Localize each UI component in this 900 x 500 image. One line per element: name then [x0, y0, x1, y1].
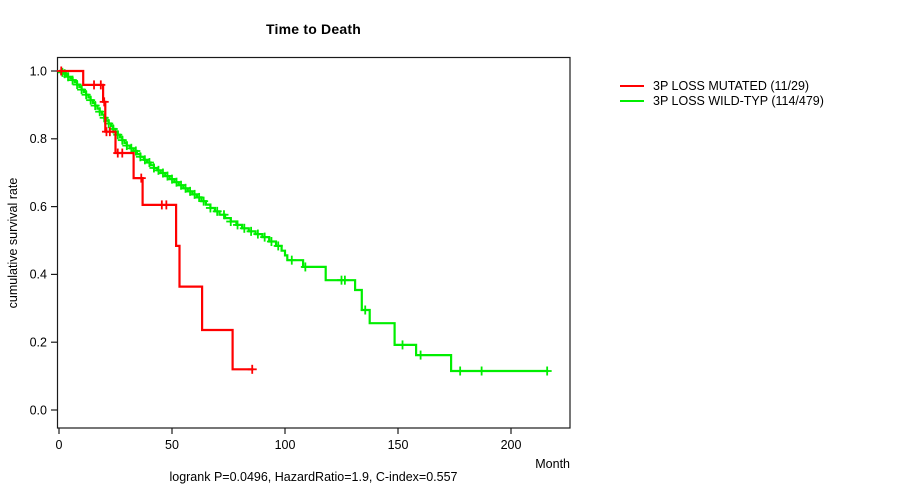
x-tick-label: 200	[501, 438, 522, 452]
legend-label-mutated: 3P LOSS MUTATED (11/29)	[653, 79, 810, 93]
x-tick-label: 50	[165, 438, 179, 452]
survival-curve	[59, 69, 549, 373]
y-tick-label: 0.2	[30, 336, 47, 350]
y-tick-label: 1.0	[30, 64, 47, 78]
y-axis: 0.0 0.2 0.4 0.6 0.8 1.0	[30, 64, 58, 417]
y-tick-label: 0.0	[30, 403, 47, 417]
chart-title: Time to Death	[266, 21, 361, 37]
series-mutated	[56, 66, 257, 374]
y-tick-label: 0.6	[30, 200, 47, 214]
y-tick-label: 0.4	[30, 268, 47, 282]
y-tick-label: 0.8	[30, 132, 47, 146]
legend-item-mutated: 3P LOSS MUTATED (11/29)	[620, 79, 824, 93]
plot-box	[56, 56, 571, 429]
legend-item-wild-typ: 3P LOSS WILD-TYP (114/479)	[620, 94, 824, 108]
x-axis: 0 50 100 150 200	[56, 428, 522, 452]
legend-label-wild-typ: 3P LOSS WILD-TYP (114/479)	[653, 94, 824, 108]
series-wild-typ	[57, 67, 552, 376]
legend-line-wild-typ-icon	[620, 100, 644, 102]
stats-caption: logrank P=0.0496, HazardRatio=1.9, C-ind…	[169, 470, 458, 484]
x-tick-label: 100	[275, 438, 296, 452]
x-axis-label: Month	[535, 457, 570, 471]
legend-line-mutated-icon	[620, 85, 644, 87]
legend: 3P LOSS MUTATED (11/29) 3P LOSS WILD-TYP…	[620, 79, 824, 109]
survival-curve	[59, 69, 254, 371]
x-tick-label: 0	[56, 438, 63, 452]
x-tick-label: 150	[388, 438, 409, 452]
y-axis-label: cumulative survival rate	[6, 177, 20, 309]
